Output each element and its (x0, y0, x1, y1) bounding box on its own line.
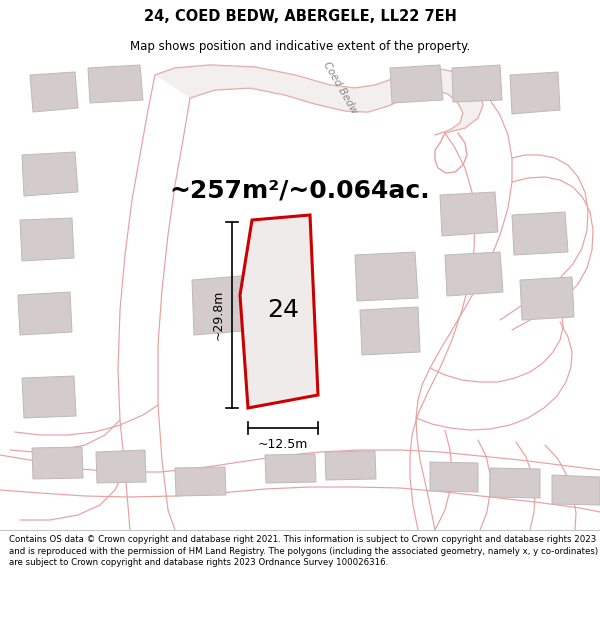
Polygon shape (452, 65, 502, 102)
Polygon shape (490, 468, 540, 498)
Polygon shape (192, 275, 255, 335)
Polygon shape (96, 450, 146, 483)
Polygon shape (240, 215, 318, 408)
Text: Map shows position and indicative extent of the property.: Map shows position and indicative extent… (130, 40, 470, 53)
Polygon shape (390, 65, 443, 103)
Text: ~29.8m: ~29.8m (212, 290, 224, 340)
Text: 24, COED BEDW, ABERGELE, LL22 7EH: 24, COED BEDW, ABERGELE, LL22 7EH (143, 9, 457, 24)
Polygon shape (32, 447, 83, 479)
Text: ~257m²/~0.064ac.: ~257m²/~0.064ac. (170, 178, 430, 202)
Polygon shape (520, 277, 574, 320)
Polygon shape (265, 454, 316, 483)
Text: ~12.5m: ~12.5m (258, 438, 308, 451)
Polygon shape (22, 152, 78, 196)
Polygon shape (30, 72, 78, 112)
Polygon shape (430, 462, 478, 492)
Polygon shape (175, 467, 226, 496)
Polygon shape (355, 252, 418, 301)
Polygon shape (88, 65, 143, 103)
Polygon shape (360, 307, 420, 355)
Polygon shape (440, 192, 498, 236)
Polygon shape (20, 218, 74, 261)
Text: 24: 24 (267, 298, 299, 322)
Text: Contains OS data © Crown copyright and database right 2021. This information is : Contains OS data © Crown copyright and d… (9, 535, 598, 568)
Polygon shape (22, 376, 76, 418)
Polygon shape (445, 252, 503, 296)
Polygon shape (155, 65, 483, 135)
Polygon shape (512, 212, 568, 255)
Polygon shape (510, 72, 560, 114)
Polygon shape (552, 475, 600, 505)
Polygon shape (325, 451, 376, 480)
Polygon shape (18, 292, 72, 335)
Text: Coed Bedw: Coed Bedw (321, 60, 359, 116)
